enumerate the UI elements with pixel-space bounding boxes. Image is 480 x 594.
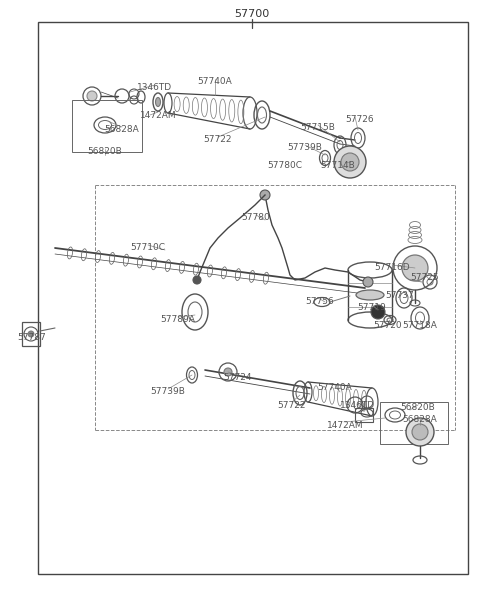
- Text: 56820B: 56820B: [401, 403, 435, 412]
- Bar: [355, 408, 373, 422]
- Text: 57780C: 57780C: [267, 160, 302, 169]
- Text: 1346TD: 1346TD: [340, 400, 375, 409]
- Text: 57714B: 57714B: [321, 160, 355, 169]
- Bar: [72, 100, 142, 152]
- Text: 57726: 57726: [346, 115, 374, 125]
- Circle shape: [193, 276, 201, 284]
- Text: 57718A: 57718A: [403, 321, 437, 330]
- Ellipse shape: [156, 97, 160, 106]
- Text: 56828A: 56828A: [403, 415, 437, 425]
- Circle shape: [28, 331, 34, 337]
- Text: 57719: 57719: [358, 304, 386, 312]
- Circle shape: [341, 153, 359, 171]
- Text: 57700: 57700: [234, 9, 270, 19]
- Text: 57740A: 57740A: [318, 384, 352, 393]
- Circle shape: [260, 190, 270, 200]
- Text: 57739B: 57739B: [151, 387, 185, 397]
- Text: 57722: 57722: [278, 400, 306, 409]
- Circle shape: [406, 418, 434, 446]
- Text: 1346TD: 1346TD: [137, 84, 173, 93]
- Text: 57715B: 57715B: [300, 124, 336, 132]
- Text: 57722: 57722: [204, 135, 232, 144]
- Circle shape: [224, 368, 232, 376]
- Text: 57737: 57737: [385, 290, 414, 299]
- Text: 1472AM: 1472AM: [140, 110, 176, 119]
- Circle shape: [363, 277, 373, 287]
- Text: 57739B: 57739B: [288, 144, 323, 153]
- Circle shape: [371, 305, 385, 319]
- Ellipse shape: [356, 290, 384, 300]
- Bar: [38, 22, 468, 574]
- Text: 57756: 57756: [306, 298, 335, 307]
- Bar: [22, 322, 40, 346]
- Text: 57716D: 57716D: [374, 264, 410, 273]
- Text: 57789A: 57789A: [161, 315, 195, 324]
- Text: 57720: 57720: [374, 321, 402, 330]
- Text: 57725: 57725: [411, 273, 439, 283]
- Text: 57724: 57724: [224, 374, 252, 383]
- Circle shape: [402, 255, 428, 281]
- Circle shape: [334, 146, 366, 178]
- Text: 1472AM: 1472AM: [327, 421, 363, 429]
- Text: 56828A: 56828A: [105, 125, 139, 134]
- Text: 57780: 57780: [241, 213, 270, 223]
- Bar: [380, 402, 448, 444]
- Circle shape: [412, 424, 428, 440]
- Text: 56820B: 56820B: [88, 147, 122, 156]
- Circle shape: [87, 91, 97, 101]
- Text: 57787: 57787: [18, 333, 47, 343]
- Text: 57710C: 57710C: [131, 244, 166, 252]
- Text: 57740A: 57740A: [198, 77, 232, 87]
